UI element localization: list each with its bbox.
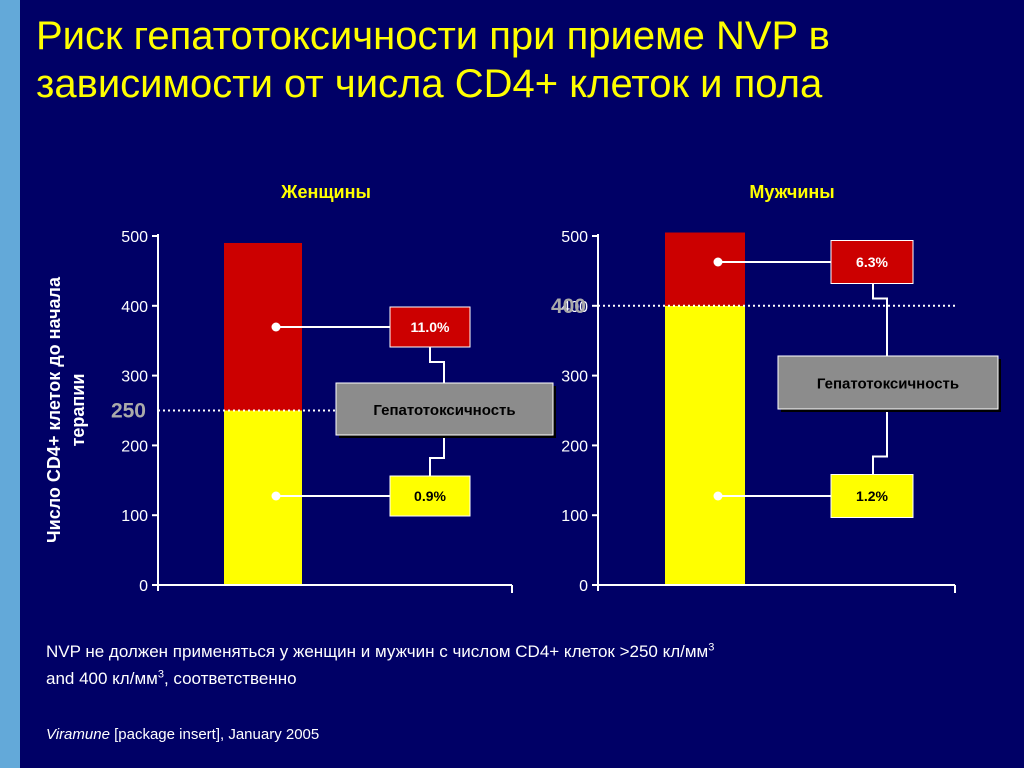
- men-y-tick-label-100: 100: [561, 508, 588, 525]
- men-label-box-text: Гепатотоксичность: [817, 376, 959, 393]
- y-axis-label: Число CD4+ клеток до начала терапии: [44, 276, 88, 543]
- footnote-line2b: , соответственно: [163, 669, 297, 688]
- men-marker-low: [713, 491, 723, 501]
- women-bar-segment-0: [224, 410, 302, 585]
- women-y-tick-label-100: 100: [121, 508, 148, 525]
- women-y-tick-label-0: 0: [139, 578, 148, 595]
- men-y-tick-label-300: 300: [561, 369, 588, 386]
- men-y-tick-label-400: 400: [561, 299, 588, 316]
- men-marker-high: [713, 257, 723, 267]
- women-risk-box-low: [389, 475, 471, 517]
- footnote-sup2: 3: [157, 668, 164, 681]
- source-citation: Viramune [package insert], January 2005: [46, 726, 319, 743]
- y-axis-label-line-2: терапии: [68, 374, 88, 447]
- women-risk-label-high: 11.0%: [411, 319, 450, 335]
- men-risk-box-low: [830, 474, 914, 518]
- men-risk-label-high: 6.3%: [856, 254, 888, 270]
- footnote: NVP не должен применяться у женщин и муж…: [46, 638, 1006, 692]
- men-y-tick-label-200: 200: [561, 438, 588, 455]
- women-risk-label-low: 0.9%: [414, 488, 446, 504]
- women-y-tick-label-500: 500: [121, 229, 148, 246]
- women-panel-title: Женщины: [280, 182, 371, 202]
- men-bar-segment-0: [665, 305, 745, 585]
- men-panel-title: Мужчины: [749, 182, 834, 202]
- footnote-line2a: and 400 кл/мм: [46, 669, 158, 688]
- women-risk-box-high: [389, 306, 471, 348]
- women-marker-low: [271, 491, 281, 501]
- women-threshold-label: 250: [111, 400, 146, 423]
- women-label-box: [335, 382, 554, 436]
- women-y-tick-label-300: 300: [121, 369, 148, 386]
- footnote-line1: NVP не должен применяться у женщин и муж…: [46, 642, 709, 661]
- women-bracket-top: [429, 347, 445, 383]
- women-bracket-bottom: [429, 435, 445, 476]
- women-label-box-text: Гепатотоксичность: [373, 402, 515, 419]
- men-y-tick-label-500: 500: [561, 229, 588, 246]
- slide-title: Риск гепатотоксичности при приеме NVP в …: [36, 14, 830, 106]
- men-bar-segment-1: [665, 232, 745, 306]
- men-risk-label-low: 1.2%: [856, 488, 888, 504]
- women-marker-high: [271, 322, 281, 332]
- source-italic: Viramune: [46, 726, 110, 743]
- women-y-tick-label-400: 400: [121, 299, 148, 316]
- men-bracket-bottom: [872, 409, 888, 475]
- source-rest: [package insert], January 2005: [109, 726, 320, 743]
- men-risk-box-high: [830, 240, 914, 284]
- side-stripe: [0, 0, 20, 768]
- y-axis-label-line-1: Число CD4+ клеток до начала: [44, 276, 64, 543]
- men-threshold-label: 400: [551, 295, 586, 318]
- men-y-tick-label-0: 0: [579, 578, 588, 595]
- women-y-tick-label-200: 200: [121, 438, 148, 455]
- footnote-sup1: 3: [708, 641, 715, 654]
- men-bracket-top: [872, 283, 888, 356]
- men-label-box: [777, 355, 999, 410]
